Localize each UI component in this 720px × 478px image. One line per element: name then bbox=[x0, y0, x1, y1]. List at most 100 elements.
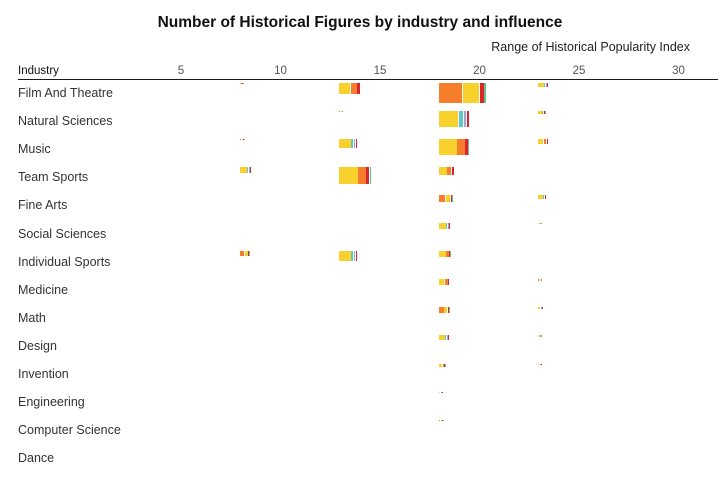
chart-title: Number of Historical Figures by industry… bbox=[157, 14, 563, 31]
treemap-tile bbox=[442, 391, 444, 394]
treemap-tile bbox=[543, 138, 547, 144]
treemap-tile bbox=[541, 307, 543, 310]
treemap-tile bbox=[242, 82, 244, 84]
treemap-tile bbox=[452, 194, 453, 203]
treemap-tile bbox=[441, 391, 442, 394]
treemap-tile bbox=[340, 110, 342, 112]
treemap-cell bbox=[538, 335, 542, 337]
treemap-tile bbox=[353, 138, 356, 149]
treemap-tile bbox=[339, 110, 341, 112]
treemap-cell bbox=[438, 166, 455, 176]
treemap-tile bbox=[358, 166, 366, 184]
treemap-cell bbox=[239, 251, 250, 257]
treemap-tile bbox=[539, 223, 541, 225]
treemap-cell bbox=[339, 110, 343, 113]
treemap-cell bbox=[438, 138, 470, 156]
treemap-tile bbox=[447, 166, 452, 175]
treemap-tile bbox=[466, 110, 470, 128]
treemap-cell bbox=[339, 138, 357, 149]
treemap-cell bbox=[438, 194, 453, 203]
treemap-tile bbox=[538, 110, 542, 114]
treemap-tile bbox=[239, 82, 241, 84]
treemap-cell bbox=[438, 251, 452, 258]
industry-label: Computer Science bbox=[18, 423, 121, 438]
industry-label: Invention bbox=[18, 367, 69, 381]
treemap-cell bbox=[239, 166, 252, 173]
treemap-tile bbox=[438, 335, 445, 341]
industry-label: Medicine bbox=[18, 282, 69, 297]
treemap-tile bbox=[452, 166, 454, 175]
treemap-tile bbox=[442, 419, 444, 422]
treemap-cell bbox=[438, 110, 470, 128]
treemap-tile bbox=[354, 251, 356, 261]
treemap-tile bbox=[250, 166, 251, 173]
treemap-tile bbox=[449, 223, 450, 229]
treemap-tile bbox=[438, 307, 444, 313]
treemap-tile bbox=[538, 223, 540, 225]
treemap-tile bbox=[539, 335, 541, 337]
treemap-tile bbox=[543, 194, 545, 199]
treemap-tile bbox=[544, 194, 546, 199]
treemap-cell bbox=[438, 307, 450, 313]
treemap-tile bbox=[438, 82, 463, 103]
treemap-tile bbox=[444, 307, 448, 313]
treemap-tile bbox=[243, 138, 245, 141]
treemap-cell bbox=[538, 138, 548, 145]
treemap-cell bbox=[438, 279, 450, 285]
treemap-tile bbox=[438, 251, 446, 258]
treemap-tile bbox=[448, 223, 449, 229]
treemap-tile bbox=[449, 307, 450, 313]
treemap-tile bbox=[540, 363, 542, 365]
treemap-tile bbox=[239, 251, 245, 256]
treemap-tile bbox=[440, 419, 442, 422]
treemap-tile bbox=[538, 194, 543, 199]
x-tick-label: 20 bbox=[473, 65, 486, 77]
treemap-tile bbox=[438, 279, 445, 285]
treemap-tile bbox=[546, 138, 548, 144]
treemap-tile bbox=[438, 194, 446, 203]
treemap-tile bbox=[446, 223, 448, 229]
treemap-tile bbox=[445, 363, 446, 367]
treemap-tile bbox=[538, 363, 540, 365]
treemap-tile bbox=[438, 363, 443, 367]
treemap-cell bbox=[339, 251, 358, 261]
treemap-tile bbox=[444, 279, 448, 285]
header-rule bbox=[18, 79, 718, 80]
treemap-tile bbox=[450, 251, 452, 258]
industry-label: Team Sports bbox=[18, 170, 89, 185]
treemap-cell bbox=[438, 391, 444, 394]
treemap-tile bbox=[445, 194, 451, 203]
treemap-tile bbox=[241, 138, 243, 141]
treemap-tile bbox=[446, 335, 448, 341]
treemap-tile bbox=[544, 82, 546, 88]
treemap-tile bbox=[545, 82, 547, 88]
treemap-tile bbox=[442, 419, 444, 422]
treemap-tile bbox=[444, 363, 446, 367]
treemap-tile bbox=[243, 138, 245, 141]
treemap-cell bbox=[239, 82, 244, 85]
industry-label: Film And Theatre bbox=[18, 86, 113, 100]
industry-label: Music bbox=[18, 142, 51, 157]
treemap-tile bbox=[438, 223, 446, 229]
treemap-cell bbox=[538, 82, 548, 88]
treemap-cell bbox=[438, 82, 487, 104]
x-tick-label: 15 bbox=[373, 65, 387, 77]
treemap-tile bbox=[468, 138, 470, 156]
treemap-tile bbox=[446, 251, 449, 258]
treemap-tile bbox=[543, 110, 545, 114]
treemap-tile bbox=[438, 166, 447, 175]
treemap-tile bbox=[463, 110, 467, 128]
treemap-tile bbox=[542, 307, 543, 310]
treemap-tile bbox=[339, 166, 358, 184]
treemap-tile bbox=[538, 279, 540, 281]
treemap-tile bbox=[465, 138, 468, 156]
treemap-tile bbox=[538, 335, 540, 337]
industry-label: Fine Arts bbox=[18, 198, 68, 213]
industry-label: Social Sciences bbox=[18, 226, 107, 241]
treemap-tile bbox=[458, 110, 463, 128]
treemap-cell bbox=[438, 419, 444, 422]
treemap-tile bbox=[542, 110, 544, 114]
treemap-tile bbox=[351, 138, 354, 149]
treemap-tile bbox=[479, 82, 484, 103]
treemap-tile bbox=[239, 166, 247, 173]
